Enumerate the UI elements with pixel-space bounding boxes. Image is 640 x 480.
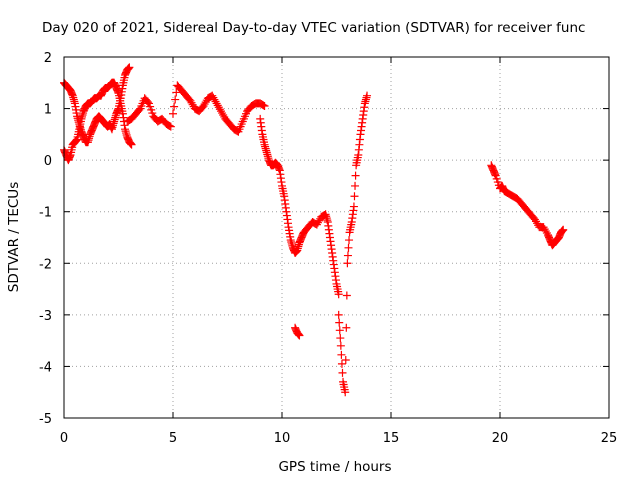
data-point [344, 243, 353, 252]
data-point [342, 323, 351, 332]
chart-title: Day 020 of 2021, Sidereal Day-to-day VTE… [42, 20, 585, 36]
data-point [559, 225, 568, 234]
data-point [350, 192, 359, 201]
x-tick-label: 25 [601, 431, 618, 446]
x-tick-label: 20 [492, 431, 509, 446]
y-tick-label: -1 [39, 206, 52, 221]
y-tick-label: -3 [39, 309, 52, 324]
axis-ticks: 0 5 10 15 20 25 -5 -4 -3 -2 -1 0 1 2 [39, 51, 617, 446]
series-seg-g [291, 323, 304, 340]
data-point [165, 121, 174, 130]
data-point [170, 102, 179, 111]
y-tick-label: -5 [39, 412, 52, 427]
data-point [343, 259, 352, 268]
data-point [172, 88, 181, 97]
data-point [166, 122, 175, 131]
data-point [260, 101, 269, 110]
x-tick-label: 10 [274, 431, 291, 446]
data-points [60, 63, 568, 397]
series-seg-h [487, 161, 568, 250]
data-point [345, 236, 354, 245]
data-point [335, 318, 344, 327]
data-point [335, 326, 344, 335]
series-seg-c [123, 94, 175, 131]
y-tick-label: 0 [44, 154, 52, 169]
data-point [341, 388, 350, 397]
y-tick-label: 2 [44, 51, 52, 66]
data-point [171, 95, 180, 104]
series-seg-f [334, 91, 372, 397]
y-axis-label: SDTVAR / TECUs [6, 182, 22, 292]
data-point [343, 251, 352, 260]
data-point [349, 202, 358, 211]
data-point [341, 355, 350, 364]
x-tick-label: 5 [169, 431, 177, 446]
series-seg-d [169, 81, 269, 136]
y-tick-label: -4 [39, 360, 52, 375]
y-tick-label: -2 [39, 257, 52, 272]
data-point [363, 91, 372, 100]
data-point [295, 331, 304, 340]
y-tick-label: 1 [44, 103, 52, 118]
data-point [337, 350, 346, 359]
data-point [334, 310, 343, 319]
data-point [338, 368, 347, 377]
data-point [336, 341, 345, 350]
data-point [169, 109, 177, 118]
series-seg-a [60, 63, 134, 147]
data-point [127, 140, 136, 149]
data-point [336, 334, 345, 343]
series-seg-e [256, 114, 343, 299]
series-seg-b [60, 78, 136, 165]
data-point [125, 63, 134, 72]
data-point [342, 291, 351, 300]
plot-frame [63, 56, 610, 419]
grid-lines [64, 57, 609, 418]
data-point [351, 181, 360, 190]
data-point [259, 101, 268, 110]
data-point [337, 359, 346, 368]
x-axis-label: GPS time / hours [278, 459, 391, 475]
x-tick-label: 0 [60, 431, 68, 446]
data-point [143, 98, 152, 107]
data-point [334, 290, 343, 299]
x-tick-label: 15 [383, 431, 400, 446]
data-point [351, 171, 360, 180]
